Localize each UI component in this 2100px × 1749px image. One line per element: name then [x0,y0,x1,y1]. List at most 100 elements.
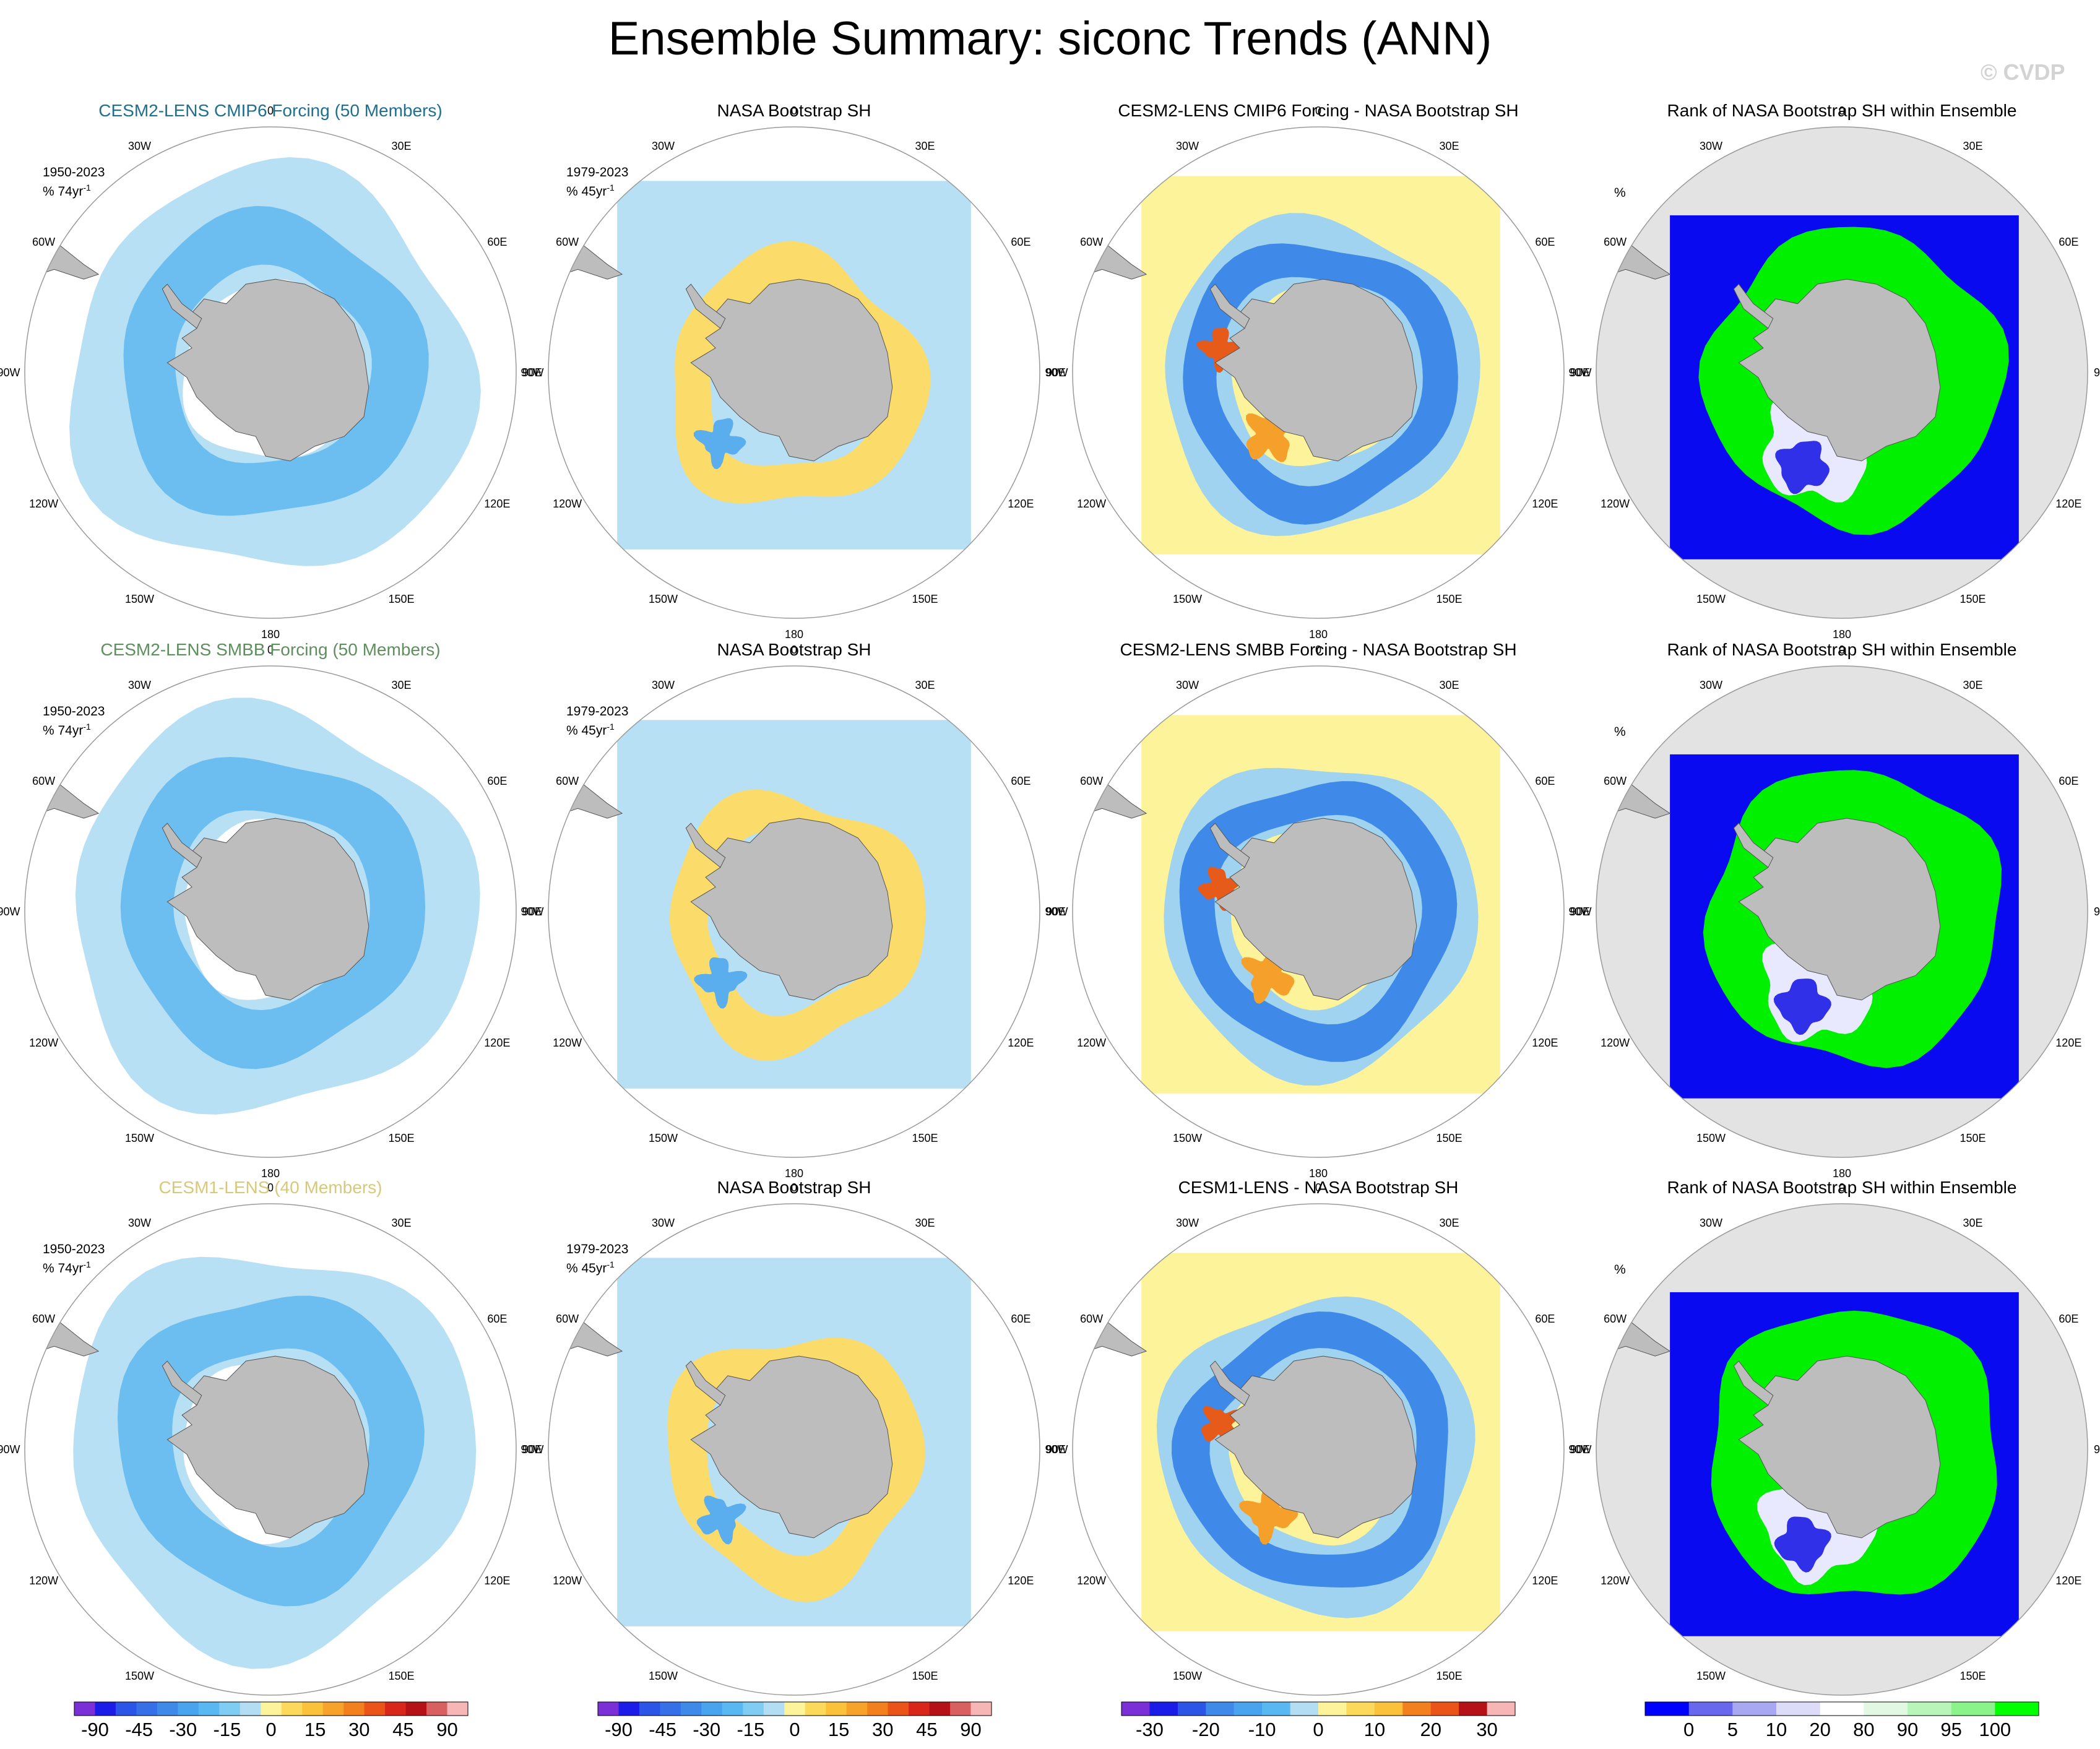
colorbar-swatch [1262,1702,1290,1716]
panel-title: CESM2-LENS SMBB Forcing (50 Members) [100,640,441,659]
longitude-label: 30W [1175,139,1199,152]
antarctica-landmass [1738,1355,1941,1539]
model-trend-inner [120,757,425,1069]
colorbar-label: 5 [1727,1719,1738,1740]
longitude-label: 60E [1011,235,1031,248]
colorbar-label: -30 [693,1719,721,1740]
longitude-label: 30E [1963,1216,1983,1229]
colorbar-swatch [385,1702,407,1716]
period-label: 1950-2023% 74yr-1 [43,704,105,738]
colorbar-label: 20 [1420,1719,1441,1740]
diff-ring-inner [1179,781,1458,1062]
longitude-label: 120W [553,1574,582,1587]
longitude-label: 60E [487,1312,508,1325]
longitude-label: 0 [790,644,797,656]
antarctica-landmass [1738,818,1941,1001]
longitude-label: 90W [1568,905,1592,918]
colorbar-label: -45 [649,1719,676,1740]
map-model-r2 [24,665,517,1158]
colorbar-swatch [1820,1702,1864,1716]
colorbar-label: 15 [827,1719,850,1740]
longitude-label: 150W [124,1670,155,1683]
longitude-label: 60E [2059,1312,2079,1325]
longitude-label: 90E [522,366,543,379]
longitude-label: 30W [651,678,675,691]
longitude-label: 30E [1963,678,1983,691]
longitude-label: 90W [1045,1443,1068,1456]
longitude-label: 150W [648,1132,678,1145]
longitude-label: 90E [1045,1443,1066,1456]
map-model-r3 [24,1203,517,1696]
longitude-label: 120W [1601,1036,1630,1049]
colorbar-swatch [219,1702,241,1716]
longitude-label: 120W [1601,1574,1630,1587]
longitude-label: 150E [388,593,415,606]
longitude-label: 60E [487,774,508,787]
model-trend-inner [118,1295,425,1607]
antarctic-peninsula [162,283,202,329]
longitude-label: 120E [484,1574,511,1587]
antarctic-peninsula [1209,283,1250,329]
longitude-label: 120E [1008,1036,1034,1049]
longitude-label: 30E [1963,139,1983,152]
map-boundary-circle [548,1203,1040,1696]
units-label: % [1614,1263,1626,1277]
longitude-label: 0 [1315,1181,1321,1194]
map-model-r1 [24,126,517,619]
colorbar-label: -30 [1136,1719,1164,1740]
colorbar-label: 80 [1853,1719,1875,1740]
colorbar-label: -15 [213,1719,241,1740]
rank-low-patch [1773,978,1831,1035]
period-label: 1979-2023% 45yr-1 [566,1242,629,1276]
longitude-label: 150E [1960,593,1986,606]
panel-title: CESM2-LENS SMBB Forcing - NASA Bootstrap… [1120,640,1517,659]
longitude-label: 30E [1439,678,1459,691]
units-label: % [1614,186,1626,200]
colorbar-label: -30 [169,1719,197,1740]
longitude-label: 90W [1568,1443,1592,1456]
colorbar-label: 100 [1979,1719,2011,1740]
colorbar-swatch [281,1702,303,1716]
longitude-label: 180 [261,1167,280,1180]
longitude-label: 150E [388,1132,415,1145]
colorbar-swatch [888,1702,909,1716]
map-boundary-circle [1596,126,2088,619]
units-label: % [1614,725,1626,739]
obs-negative-patch [693,418,746,469]
colorbar-diff [1121,1701,1516,1716]
colorbar-label: -15 [737,1719,765,1740]
longitude-label: 120E [1532,1574,1558,1587]
longitude-label: 60W [1604,1312,1627,1325]
longitude-label: 90W [521,366,544,379]
map-boundary-circle [1596,665,2088,1158]
antarctic-peninsula [162,823,202,868]
period-label: 1979-2023% 45yr-1 [566,165,629,199]
map-obs-r1 [548,126,1040,619]
longitude-label: 60W [556,235,579,248]
map-boundary-circle [548,665,1040,1158]
antarctica-landmass [166,818,369,1001]
colorbar-swatch [660,1702,681,1716]
antarctica-landmass [690,1355,893,1539]
map-diff-r2 [1072,665,1565,1158]
longitude-label: 150E [1960,1670,1986,1683]
longitude-label: 150W [1696,1132,1726,1145]
colorbar-swatch [846,1702,868,1716]
colorbar-swatch [618,1702,640,1716]
map-boundary-circle [1072,126,1565,619]
longitude-label: 90W [0,366,20,379]
colorbar-swatch [1732,1702,1777,1716]
longitude-label: 150W [1696,1670,1726,1683]
colorbar-swatch [136,1702,158,1716]
longitude-label: 90W [521,905,544,918]
longitude-label: 120W [553,497,582,510]
colorbar-swatch [1290,1702,1319,1716]
antarctic-peninsula [685,823,726,868]
colorbar-label: 95 [1940,1719,1962,1740]
colorbar-swatch [95,1702,116,1716]
longitude-label: 120W [1077,497,1107,510]
colorbar-swatch [1776,1702,1821,1716]
panel-title: CESM1-LENS - NASA Bootstrap SH [1178,1178,1459,1197]
longitude-label: 60E [1535,774,1555,787]
longitude-label: 60W [32,1312,56,1325]
